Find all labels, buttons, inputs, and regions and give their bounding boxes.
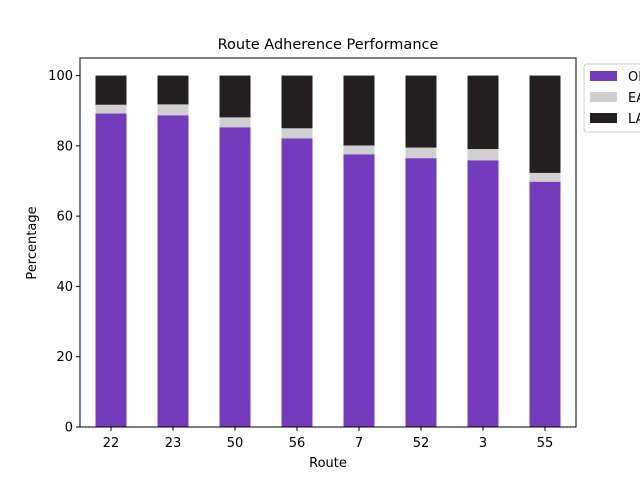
- bar-oi-22: [95, 113, 127, 427]
- chart-title: Route Adherence Performance: [218, 37, 439, 53]
- y-axis-label: Percentage: [25, 206, 40, 279]
- bar-ea-3: [467, 149, 499, 161]
- bar-la-55: [529, 75, 561, 173]
- x-axis-ticks: 22 23 50 56 7 52 3 55: [103, 427, 554, 451]
- legend-label-oi: OI: [628, 70, 640, 85]
- legend-label-ea: EA: [628, 91, 640, 106]
- bar-ea-56: [281, 128, 313, 139]
- x-tick-label: 7: [355, 436, 363, 451]
- legend-swatch-oi: [590, 71, 617, 81]
- x-tick-label: 23: [165, 436, 182, 451]
- legend-label-la: LA: [628, 112, 640, 127]
- x-tick-label: 3: [479, 436, 487, 451]
- bar-oi-23: [157, 115, 189, 427]
- legend: OI EA LA: [583, 63, 640, 133]
- bar-ea-22: [95, 104, 127, 114]
- bar-la-23: [157, 75, 189, 105]
- y-axis-ticks: 0 20 40 60 80 100: [48, 69, 80, 436]
- y-tick-label: 80: [56, 139, 73, 154]
- bar-oi-7: [343, 154, 375, 428]
- bar-oi-56: [281, 138, 313, 428]
- plot-frame: [79, 57, 577, 428]
- bars-layer: [95, 75, 561, 428]
- x-axis-label: Route: [309, 456, 347, 471]
- legend-swatch-ea: [590, 92, 617, 102]
- y-tick-label: 40: [56, 280, 73, 295]
- x-tick-label: 52: [413, 436, 430, 451]
- x-tick-label: 50: [227, 436, 244, 451]
- x-tick-label: 55: [537, 436, 554, 451]
- y-tick-label: 20: [56, 350, 73, 365]
- y-tick-label: 0: [65, 421, 73, 436]
- bar-la-50: [219, 75, 251, 118]
- bar-ea-7: [343, 145, 375, 155]
- bar-oi-55: [529, 181, 561, 427]
- y-tick-label: 100: [48, 69, 73, 84]
- bar-oi-3: [467, 160, 499, 427]
- legend-swatch-la: [590, 113, 617, 123]
- bar-la-56: [281, 75, 313, 129]
- bar-la-52: [405, 75, 437, 148]
- bar-la-7: [343, 75, 375, 146]
- x-tick-label: 56: [289, 436, 306, 451]
- y-tick-label: 60: [56, 210, 73, 225]
- bar-ea-23: [157, 104, 189, 116]
- bar-la-3: [467, 75, 499, 150]
- bar-oi-50: [219, 127, 251, 427]
- bar-ea-52: [405, 147, 437, 159]
- bar-ea-55: [529, 172, 561, 182]
- bar-ea-50: [219, 117, 251, 128]
- x-tick-label: 22: [103, 436, 120, 451]
- bar-oi-52: [405, 158, 437, 427]
- bar-la-22: [95, 75, 127, 105]
